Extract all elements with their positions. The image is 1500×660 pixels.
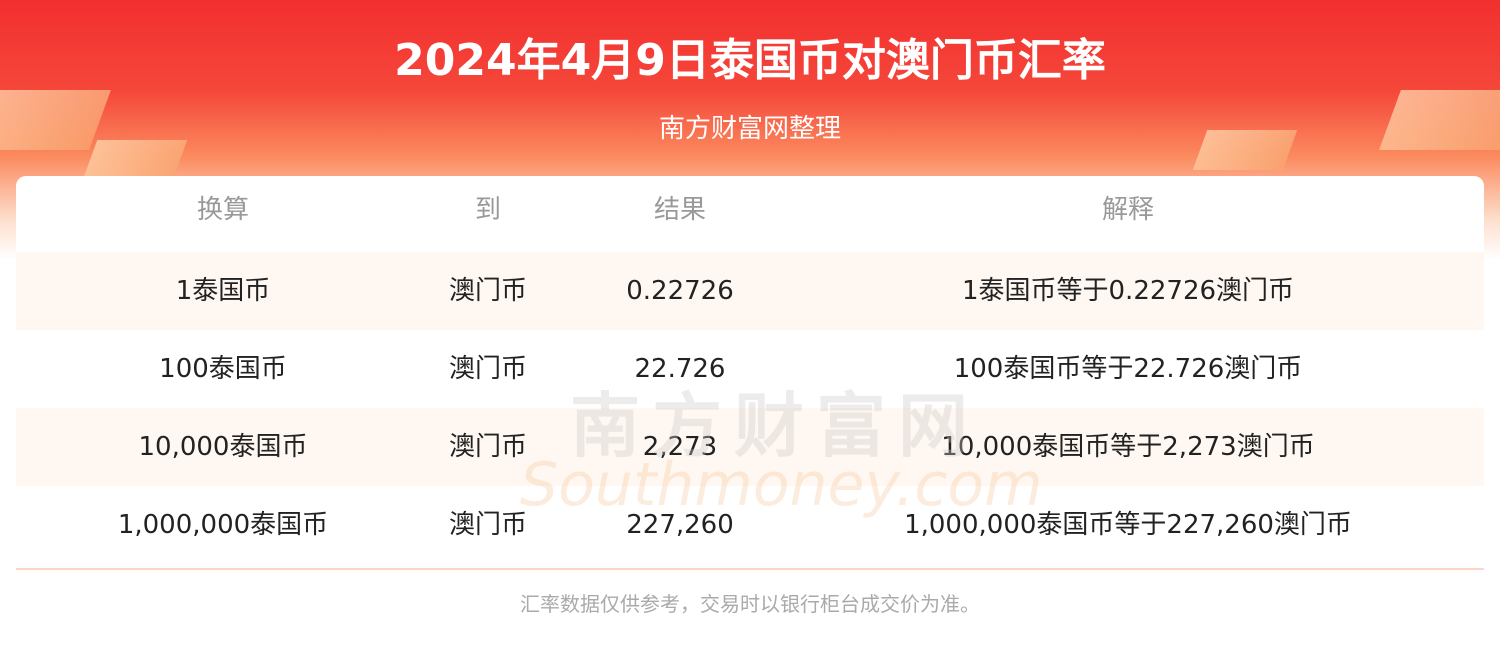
table-cell: 100泰国币等于22.726澳门币 <box>953 354 1303 384</box>
footer-note: 汇率数据仅供参考，交易时以银行柜台成交价为准。 <box>520 592 980 616</box>
table-cell: 10,000泰国币 <box>138 432 308 462</box>
table-cell: 1泰国币等于0.22726澳门币 <box>961 276 1295 306</box>
watermark: 南方财富网 <box>570 385 980 467</box>
watermark: Southmoney.com <box>520 450 1043 520</box>
table-cell: 0.22726 <box>626 276 734 306</box>
table-cell: 澳门币 <box>448 510 527 540</box>
table-row: 1泰国币 澳门币 0.22726 1泰国币等于0.22726澳门币 <box>16 252 1484 330</box>
table-cell: 10,000泰国币等于2,273澳门币 <box>941 432 1315 462</box>
table-cell: 澳门币 <box>448 276 527 306</box>
table-row: 10,000泰国币 澳门币 2,273 10,000泰国币等于2,273澳门币 <box>16 408 1484 486</box>
table-cell: 2,273 <box>642 432 718 462</box>
table: 换算到结果 解释 1泰国币 澳门币 0.22726 1泰国币等于0.22726澳门币 100… <box>16 176 1484 570</box>
decoration <box>82 140 188 180</box>
column-header: 到 <box>474 195 501 225</box>
table-cell: 1,000,000泰国币等于227,260澳门币 <box>904 510 1352 540</box>
table-cell: 澳门币 <box>448 432 527 462</box>
column-header: 换算 <box>196 195 249 225</box>
header-row: 换算 到 结果 解释 <box>16 176 1484 254</box>
title: 2024年4月9日泰国币对澳门币汇率 <box>394 35 1106 86</box>
table-cell: 1,000,000泰国币 <box>117 510 329 540</box>
column-header: 结果 <box>653 195 706 225</box>
table-cell: 100泰国币 <box>159 354 287 384</box>
table-cell: 1泰国币 <box>175 276 271 306</box>
table-cell: 澳门币 <box>448 354 527 384</box>
table-cell: 22.726 <box>634 354 726 384</box>
table-cell: 227,260 <box>626 510 734 540</box>
subtitle: 南方财富网整理 <box>658 114 841 144</box>
table-row: 100泰国币 澳门币 22.726 100泰国币等于22.726澳门币 <box>16 330 1484 408</box>
table-row: 1,000,000泰国币 澳门币 227,260 1,000,000泰国币等于227,… <box>16 486 1484 564</box>
column-header: 解释 <box>1101 195 1154 225</box>
